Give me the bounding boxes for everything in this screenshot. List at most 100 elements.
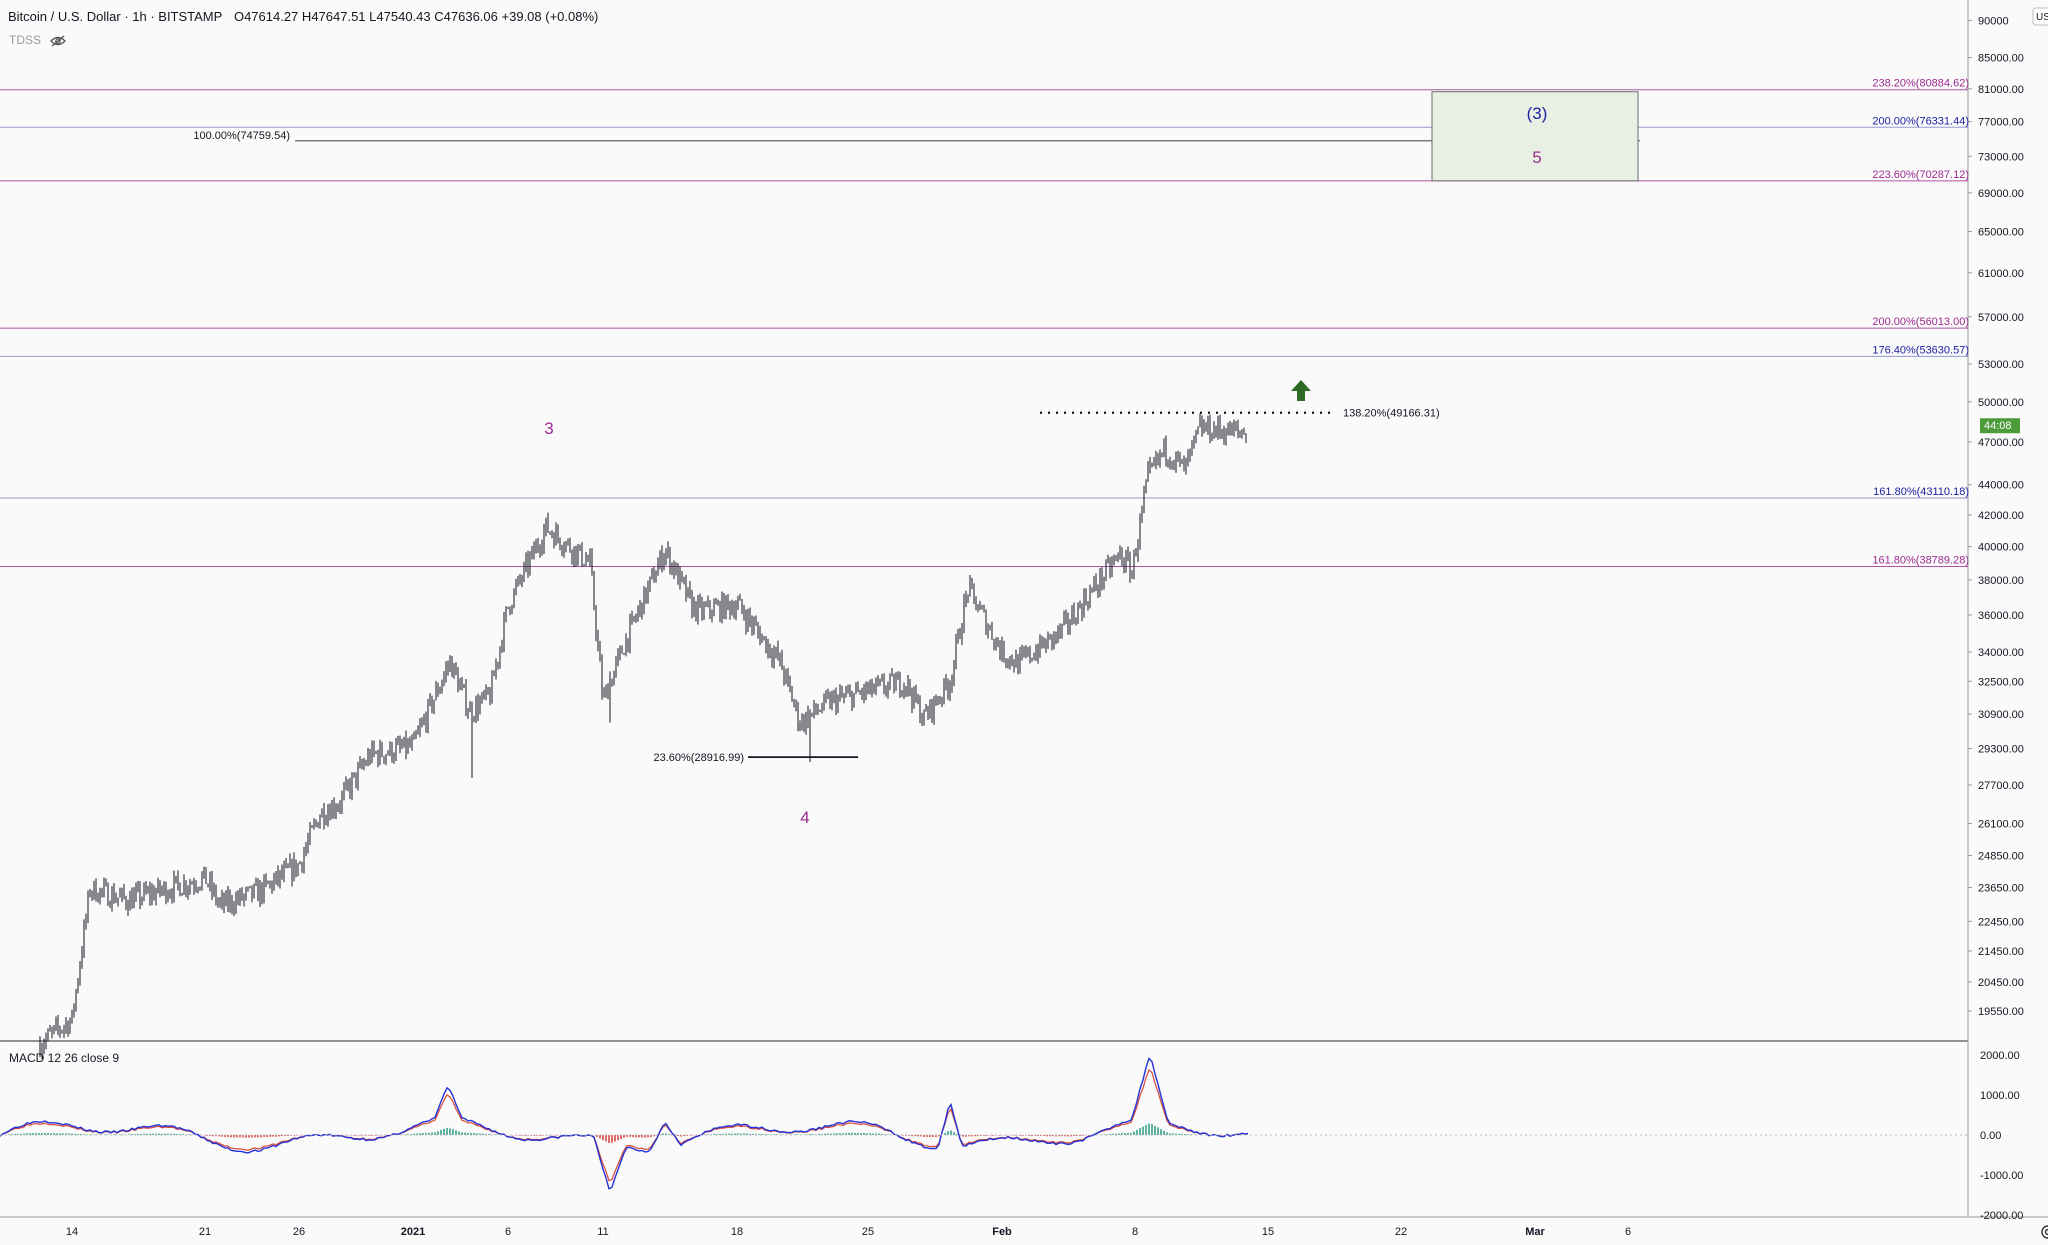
fib-level: 200.00%(56013.00) [0, 316, 1969, 329]
price-tick-label: 20450.00 [1978, 977, 2024, 989]
close-key: C [434, 9, 444, 24]
fib-label: 161.80%(43110.18) [1873, 486, 1969, 498]
time-tick-label: 25 [862, 1226, 874, 1238]
price-tick-label: 81000.00 [1978, 84, 2024, 96]
fib-label: 100.00%(74759.54) [193, 130, 290, 142]
fib-label: 238.20%(80884.62) [1872, 78, 1969, 90]
time-tick-label: 21 [199, 1226, 211, 1238]
low-value: 47540.43 [376, 9, 431, 24]
currency-label: USD [2036, 12, 2048, 23]
open-key: O [233, 9, 245, 24]
fib-label: 176.40%(53630.57) [1872, 344, 1969, 356]
time-tick-label: 11 [597, 1226, 608, 1238]
fib-label: 23.60%(28916.99) [653, 752, 744, 764]
macd-tick-label: 2000.00 [1980, 1050, 2020, 1062]
price-tick-label: 42000.00 [1978, 510, 2024, 522]
last-price-countdown: 44:08 [1984, 420, 2012, 432]
price-tick-label: 53000.00 [1978, 359, 2024, 371]
macd-tick-label: 0.00 [1980, 1130, 2001, 1142]
macd-histogram [0, 1123, 1249, 1144]
time-tick-label: Feb [992, 1226, 1012, 1238]
price-tick-label: 44000.00 [1978, 480, 2024, 492]
fib-level: 23.60%(28916.99) [653, 752, 858, 764]
time-axis: 14 21 26 2021 6 11 18 25 Feb 8 15 22 Mar 6 [66, 1226, 1631, 1238]
macd-tick-label: -1000.00 [1980, 1170, 2023, 1182]
currency-badge-box [2032, 7, 2048, 26]
fib-label: 138.20%(49166.31) [1343, 408, 1440, 420]
price-tick-label: 29300.00 [1978, 744, 2024, 756]
fib-level: 223.60%(70287.12) [0, 169, 1969, 182]
macd-tick-label: 1000.00 [1980, 1090, 2020, 1102]
fib-level: 176.40%(53630.57) [0, 344, 1969, 357]
time-tick-label: 22 [1395, 1226, 1407, 1238]
price-tick-label: 27700.00 [1978, 780, 2024, 792]
fib-label: 200.00%(56013.00) [1872, 316, 1969, 328]
time-tick-label: Mar [1525, 1226, 1545, 1238]
target-zone: (3) 5 [1431, 91, 1639, 182]
price-tick-label: 19550.00 [1978, 1006, 2024, 1018]
price-tick-label: 65000.00 [1978, 227, 2024, 239]
price-tick-label: 21450.00 [1978, 946, 2024, 958]
fib-label: 161.80%(38789.28) [1872, 555, 1969, 567]
fib-level: 161.80%(38789.28) [0, 555, 1969, 568]
wave-label-4: 4 [800, 808, 809, 827]
price-tick-label: 23650.00 [1978, 883, 2024, 895]
indicator-name: TDSS [9, 33, 42, 47]
wave-label-3: 3 [544, 419, 553, 438]
price-tick-label: 73000.00 [1978, 151, 2024, 163]
fib-level: 238.20%(80884.62) [0, 78, 1969, 91]
indicator-legend[interactable]: TDSS [9, 33, 67, 47]
fib-level: 200.00%(76331.44) [0, 115, 1969, 128]
time-tick-label: 2021 [401, 1226, 425, 1238]
macd-legend[interactable]: MACD 12 26 close 9 [9, 1051, 120, 1065]
currency-badge: USD [2032, 7, 2048, 26]
change-value: +39.08 (+0.08%) [501, 9, 599, 24]
price-tick-label: 90000 [1978, 15, 2009, 27]
time-tick-label: 15 [1262, 1226, 1274, 1238]
macd-axis-labels: 2000.00 1000.00 0.00 -1000.00 -2000.00 [1980, 1050, 2023, 1222]
fib-level: 138.20%(49166.31) [1040, 408, 1440, 420]
price-axis-labels: 90000 85000.00 81000.00 77000.00 73000.00 690… [1968, 15, 2024, 1018]
settings-gear-icon[interactable] [2041, 1225, 2048, 1239]
open-value: 47614.27 [244, 9, 299, 24]
fib-level: 161.80%(43110.18) [0, 486, 1969, 499]
price-tick-label: 34000.00 [1978, 647, 2024, 659]
time-tick-label: 26 [293, 1226, 305, 1238]
fib-label: 223.60%(70287.12) [1872, 169, 1969, 181]
price-candles [39, 413, 1247, 1060]
price-tick-label: 47000.00 [1978, 437, 2024, 449]
symbol-title[interactable]: Bitcoin / U.S. Dollar · 1h · BITSTAMP [8, 9, 223, 24]
wave-label-5: 5 [1532, 148, 1541, 167]
last-price-tag-box [1980, 418, 2020, 434]
fib-level: 100.00%(74759.54) [193, 130, 1640, 142]
wave-label-3-paren: (3) [1527, 104, 1548, 123]
macd-signal-line [0, 1068, 1249, 1182]
macd-tick-label: -2000.00 [1980, 1210, 2023, 1222]
fib-label: 200.00%(76331.44) [1872, 115, 1969, 127]
high-key: H [301, 9, 312, 24]
price-tick-label: 77000.00 [1978, 117, 2024, 129]
price-tick-label: 61000.00 [1978, 268, 2024, 280]
price-tick-label: 50000.00 [1978, 397, 2024, 409]
macd-line [0, 1057, 1249, 1190]
time-tick-label: 6 [1625, 1226, 1631, 1238]
hide-eye-icon[interactable] [50, 35, 67, 47]
time-tick-label: 6 [505, 1226, 511, 1238]
symbol-header: Bitcoin / U.S. Dollar · 1h · BITSTAMP O4… [8, 9, 598, 24]
price-tick-label: 22450.00 [1978, 916, 2024, 928]
price-tick-label: 32500.00 [1978, 676, 2024, 688]
time-tick-label: 14 [66, 1226, 78, 1238]
high-value: 47647.51 [311, 9, 366, 24]
price-tick-label: 85000.00 [1978, 53, 2024, 65]
price-tick-label: 24850.00 [1978, 850, 2024, 862]
price-tick-label: 36000.00 [1978, 610, 2024, 622]
price-tick-label: 26100.00 [1978, 819, 2024, 831]
last-price-tag: 44:08 [1980, 418, 2020, 434]
low-key: L [369, 9, 377, 24]
price-tick-label: 69000.00 [1978, 188, 2024, 200]
price-tick-label: 38000.00 [1978, 575, 2024, 587]
price-tick-label: 30900.00 [1978, 709, 2024, 721]
fib-levels: 238.20%(80884.62) 200.00%(76331.44) 100.00… [0, 78, 1969, 764]
